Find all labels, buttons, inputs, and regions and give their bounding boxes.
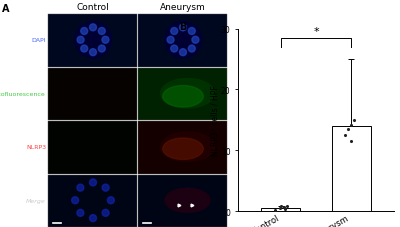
Circle shape xyxy=(164,22,202,60)
Circle shape xyxy=(90,49,96,57)
Circle shape xyxy=(102,37,109,44)
Circle shape xyxy=(107,197,114,204)
Text: NLRP3: NLRP3 xyxy=(26,145,46,150)
Circle shape xyxy=(81,46,88,53)
Circle shape xyxy=(192,37,199,44)
Circle shape xyxy=(77,210,84,216)
Circle shape xyxy=(188,46,195,53)
Circle shape xyxy=(98,28,105,35)
Text: Control: Control xyxy=(77,2,109,11)
Circle shape xyxy=(188,28,195,35)
Bar xyxy=(138,175,227,227)
Point xyxy=(345,128,351,131)
Text: B: B xyxy=(179,22,186,32)
Circle shape xyxy=(180,25,186,32)
Circle shape xyxy=(90,25,96,32)
Point xyxy=(284,205,290,208)
Circle shape xyxy=(81,28,88,35)
Bar xyxy=(48,68,137,121)
Text: Autofluorescence: Autofluorescence xyxy=(0,91,46,96)
Point xyxy=(271,208,278,212)
Circle shape xyxy=(171,46,178,53)
Point xyxy=(281,207,288,211)
Point xyxy=(348,140,355,143)
Point xyxy=(276,206,283,210)
Circle shape xyxy=(171,28,178,35)
Bar xyxy=(48,175,137,227)
Bar xyxy=(138,121,227,174)
Circle shape xyxy=(180,49,186,57)
Ellipse shape xyxy=(165,188,210,212)
Text: *: * xyxy=(313,27,319,37)
Point xyxy=(280,206,287,209)
Bar xyxy=(138,15,227,67)
Ellipse shape xyxy=(160,132,214,162)
Bar xyxy=(261,208,300,211)
Bar xyxy=(48,121,137,174)
Circle shape xyxy=(72,197,79,204)
Circle shape xyxy=(102,184,109,191)
Y-axis label: NLRP3⁺ cells / HPF: NLRP3⁺ cells / HPF xyxy=(210,85,219,155)
Circle shape xyxy=(77,184,84,191)
Ellipse shape xyxy=(160,79,214,109)
Text: Aneurysm: Aneurysm xyxy=(160,2,206,11)
Bar xyxy=(48,15,137,67)
Circle shape xyxy=(74,22,112,60)
Text: A: A xyxy=(2,4,10,14)
Circle shape xyxy=(98,46,105,53)
Point xyxy=(348,123,355,127)
Bar xyxy=(138,68,227,121)
Text: Merge: Merge xyxy=(26,198,46,203)
Point xyxy=(351,118,357,122)
Point xyxy=(342,134,348,137)
Circle shape xyxy=(167,37,174,44)
Circle shape xyxy=(90,179,96,186)
Ellipse shape xyxy=(163,138,203,160)
Ellipse shape xyxy=(163,86,203,107)
Point xyxy=(278,204,284,207)
Text: DAPI: DAPI xyxy=(32,38,46,43)
Bar xyxy=(332,126,371,211)
Circle shape xyxy=(90,215,96,222)
Circle shape xyxy=(102,210,109,216)
Circle shape xyxy=(77,37,84,44)
